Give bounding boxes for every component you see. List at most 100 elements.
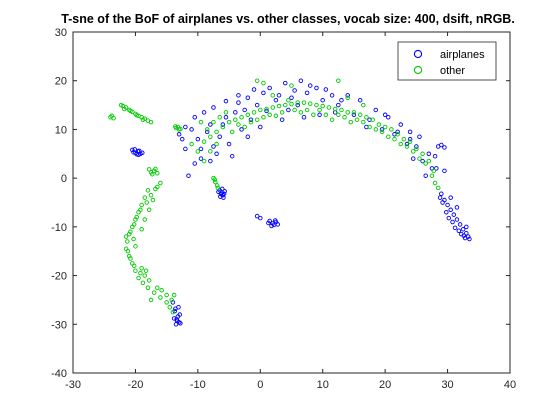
data-point-other bbox=[229, 129, 235, 135]
x-tick-label: 20 bbox=[379, 379, 391, 391]
data-point-other bbox=[126, 231, 132, 237]
data-point-other bbox=[211, 119, 216, 125]
data-point-other bbox=[251, 110, 257, 115]
data-point-other bbox=[435, 185, 441, 191]
data-point-other bbox=[142, 273, 148, 278]
data-point-other bbox=[410, 149, 416, 154]
data-point-other bbox=[214, 129, 219, 135]
data-point-other bbox=[155, 171, 160, 176]
data-point-other bbox=[169, 297, 174, 303]
data-point-other bbox=[128, 256, 133, 261]
data-point-airplanes bbox=[218, 191, 224, 197]
data-point-airplanes bbox=[283, 80, 288, 86]
data-point-other bbox=[379, 129, 385, 135]
data-point-other bbox=[345, 95, 350, 101]
data-point-other bbox=[420, 151, 425, 157]
data-point-other bbox=[118, 102, 124, 108]
data-point-airplanes bbox=[432, 153, 438, 159]
data-point-airplanes bbox=[276, 93, 282, 98]
data-point-airplanes bbox=[298, 78, 304, 83]
y-tick-label: 10 bbox=[55, 124, 67, 136]
data-point-airplanes bbox=[457, 222, 463, 227]
data-point-airplanes bbox=[223, 98, 229, 104]
data-point-other bbox=[148, 119, 154, 125]
legend-marker-other bbox=[413, 65, 423, 75]
plot-area bbox=[73, 32, 510, 373]
series-other bbox=[108, 78, 441, 315]
data-point-other bbox=[131, 222, 137, 227]
y-tick-label: 20 bbox=[55, 76, 67, 88]
data-point-airplanes bbox=[242, 107, 247, 113]
data-point-airplanes bbox=[395, 129, 400, 135]
data-point-other bbox=[214, 141, 219, 147]
data-point-other bbox=[142, 217, 148, 222]
data-point-other bbox=[155, 285, 160, 291]
data-point-airplanes bbox=[183, 124, 188, 130]
data-point-airplanes bbox=[201, 110, 207, 115]
data-point-other bbox=[142, 195, 148, 200]
data-point-airplanes bbox=[448, 195, 453, 200]
data-point-other bbox=[139, 227, 144, 232]
data-point-airplanes bbox=[177, 312, 182, 317]
data-point-airplanes bbox=[204, 129, 210, 135]
chart-title: T-sne of the BoF of airplanes vs. other … bbox=[61, 12, 515, 26]
data-point-other bbox=[311, 112, 316, 118]
data-point-other bbox=[395, 132, 400, 137]
data-point-other bbox=[264, 106, 269, 112]
data-point-airplanes bbox=[392, 132, 397, 137]
data-point-other bbox=[292, 107, 297, 113]
data-point-airplanes bbox=[211, 105, 216, 110]
data-point-other bbox=[307, 101, 313, 106]
data-point-other bbox=[354, 117, 360, 122]
data-point-airplanes bbox=[464, 224, 469, 230]
data-point-airplanes bbox=[379, 127, 385, 132]
data-point-other bbox=[164, 292, 169, 298]
data-point-airplanes bbox=[364, 124, 369, 130]
data-point-airplanes bbox=[261, 90, 266, 96]
legend: airplanes other bbox=[397, 41, 497, 81]
data-point-other bbox=[357, 112, 363, 118]
data-point-other bbox=[128, 229, 133, 234]
data-point-other bbox=[289, 101, 294, 107]
data-point-airplanes bbox=[245, 134, 251, 139]
data-point-other bbox=[283, 102, 288, 108]
data-point-airplanes bbox=[448, 207, 453, 213]
data-point-other bbox=[148, 297, 154, 303]
data-point-other bbox=[429, 173, 435, 178]
data-point-other bbox=[140, 280, 146, 286]
data-point-airplanes bbox=[323, 87, 329, 92]
data-point-airplanes bbox=[192, 161, 197, 166]
data-point-airplanes bbox=[217, 134, 222, 139]
data-point-airplanes bbox=[198, 146, 204, 152]
data-point-other bbox=[336, 112, 341, 118]
data-point-airplanes bbox=[258, 215, 263, 221]
data-point-other bbox=[121, 106, 127, 112]
data-point-other bbox=[198, 119, 204, 125]
data-point-airplanes bbox=[239, 127, 244, 132]
data-point-other bbox=[367, 124, 372, 130]
data-point-other bbox=[139, 266, 144, 271]
data-point-airplanes bbox=[382, 112, 388, 118]
data-point-airplanes bbox=[398, 122, 404, 127]
data-point-airplanes bbox=[176, 132, 182, 137]
data-point-other bbox=[204, 127, 210, 132]
data-point-airplanes bbox=[317, 112, 322, 118]
data-point-other bbox=[208, 149, 213, 154]
data-point-other bbox=[146, 207, 152, 213]
data-point-other bbox=[431, 168, 437, 174]
data-point-airplanes bbox=[192, 114, 197, 120]
data-point-other bbox=[398, 141, 404, 147]
data-point-other bbox=[386, 134, 391, 139]
data-point-airplanes bbox=[226, 141, 232, 147]
data-point-airplanes bbox=[420, 158, 425, 164]
data-point-airplanes bbox=[464, 230, 469, 236]
data-point-other bbox=[298, 110, 304, 115]
data-point-airplanes bbox=[439, 142, 444, 148]
data-point-other bbox=[223, 110, 229, 115]
data-point-airplanes bbox=[404, 141, 410, 147]
data-point-airplanes bbox=[236, 93, 241, 98]
data-point-other bbox=[167, 304, 173, 310]
data-point-airplanes bbox=[460, 227, 466, 232]
